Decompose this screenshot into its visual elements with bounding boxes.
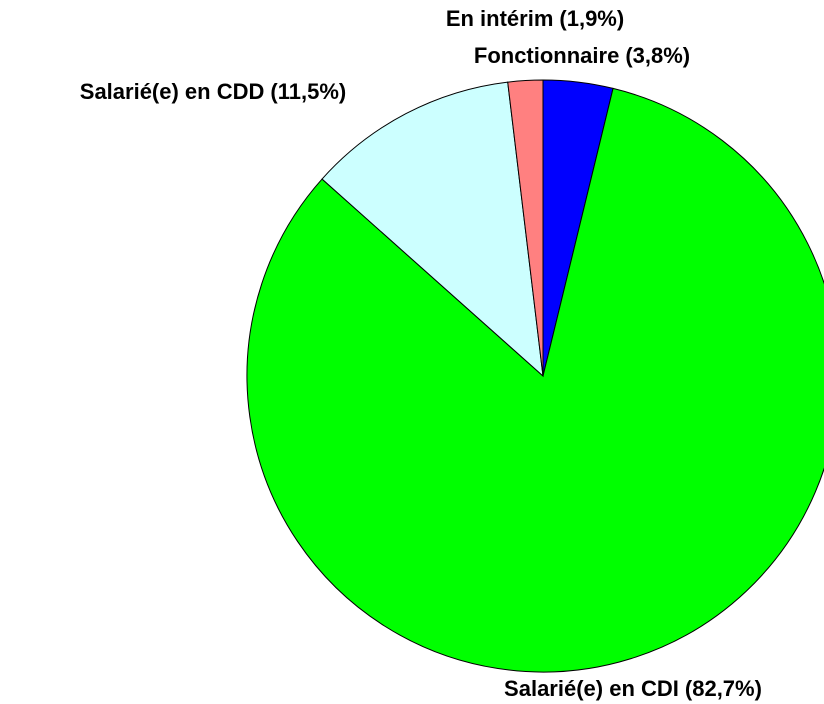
- slice-label-category: Fonctionnaire: [474, 43, 619, 68]
- slice-label-category: Salarié(e) en CDI: [504, 676, 679, 701]
- slice-label-value: (3,8%): [625, 43, 690, 68]
- slice-label-value: (11,5%): [270, 79, 346, 104]
- slice-label: Salarié(e) en CDI (82,7%): [504, 676, 762, 701]
- pie-slice: [321, 81, 544, 378]
- slice-label-value: (1,9%): [559, 6, 624, 31]
- slice-label: Fonctionnaire (3,8%): [474, 43, 690, 68]
- slice-label-category: En intérim: [446, 6, 554, 31]
- pie-slice: [507, 79, 544, 377]
- slice-label-category: Salarié(e) en CDD: [80, 79, 265, 104]
- slice-label: Salarié(e) en CDD (11,5%): [80, 79, 346, 104]
- pie-slice: [246, 87, 824, 673]
- slice-label: En intérim (1,9%): [446, 6, 624, 31]
- slice-label-value: (82,7%): [685, 676, 762, 701]
